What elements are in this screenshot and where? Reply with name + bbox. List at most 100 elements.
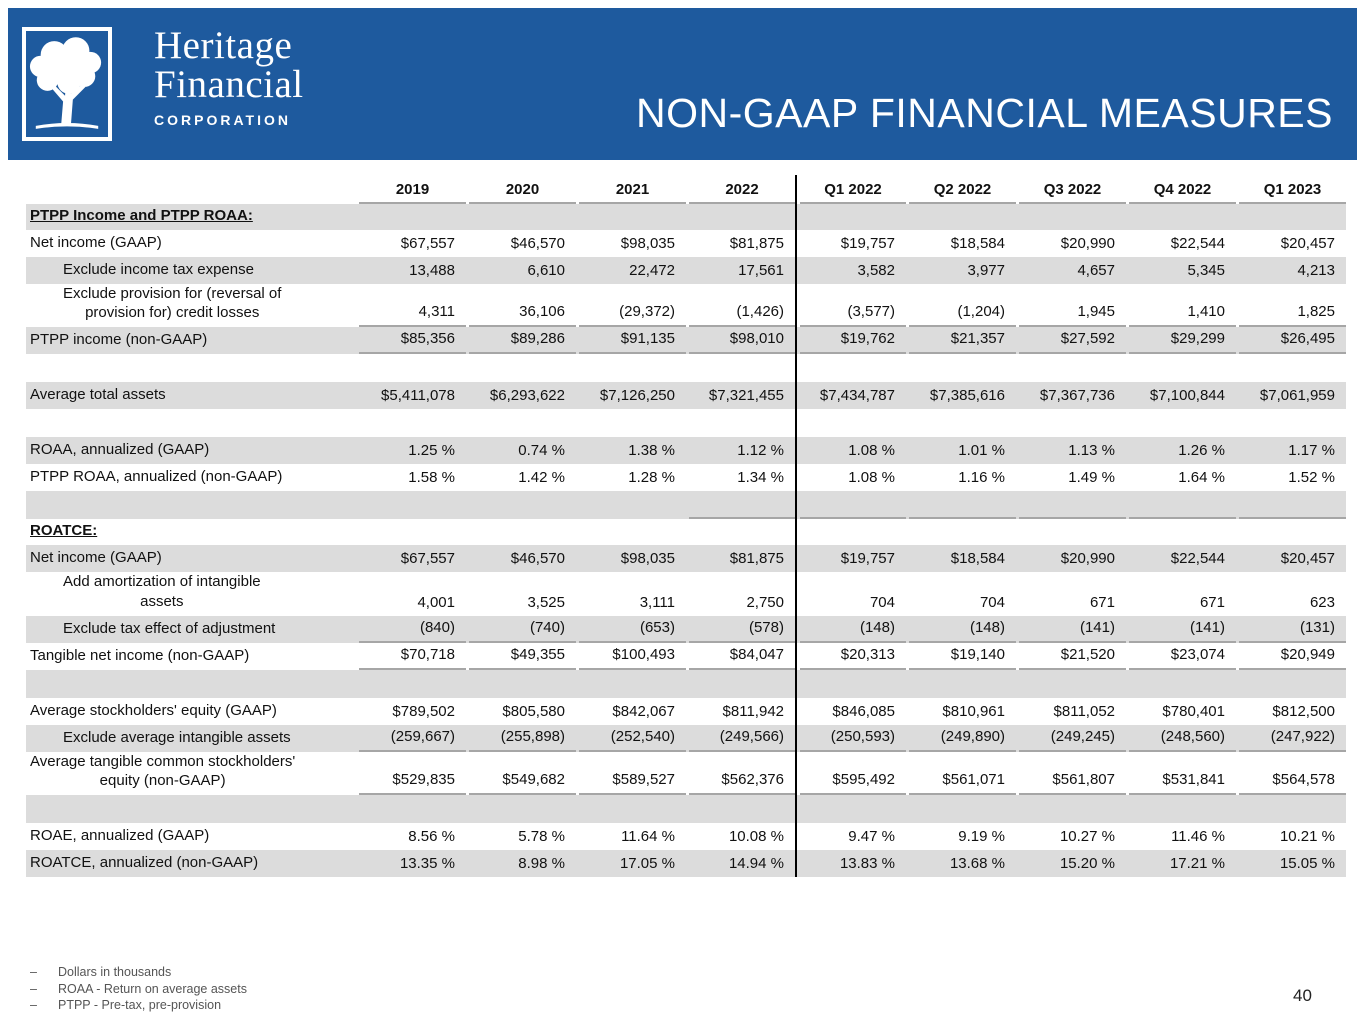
cell-value <box>689 796 795 823</box>
table-cell: $100,493 <box>576 643 686 670</box>
table-cell: $20,949 <box>1236 643 1346 670</box>
cell-value: $84,047 <box>689 646 795 670</box>
cell-value: 1.52 % <box>1288 469 1335 487</box>
cell-value: $81,875 <box>729 550 784 568</box>
cell-value: $98,010 <box>689 330 795 355</box>
table-cell: $20,457 <box>1236 545 1346 572</box>
table-cell: 1,410 <box>1126 284 1236 328</box>
table-cell: 17.21 % <box>1126 850 1236 877</box>
table-cell: 671 <box>1016 572 1126 615</box>
row-label-cell: ROATCE, annualized (non-GAAP) <box>26 850 356 877</box>
row-label-cell: Exclude provision for (reversal of provi… <box>26 284 356 327</box>
cell-value: $100,493 <box>579 646 686 670</box>
cell-value: $7,321,455 <box>708 387 784 405</box>
table-cell <box>576 354 686 382</box>
cell-value: 22,472 <box>629 262 675 279</box>
cell-value: (249,566) <box>689 728 795 752</box>
cell-value: $5,411,078 <box>381 387 455 405</box>
table-cell <box>1126 670 1236 698</box>
table-cell: 1.08 % <box>795 464 906 492</box>
cell-value: $6,293,622 <box>489 387 565 405</box>
cell-value: 1.28 % <box>628 469 675 487</box>
table-cell: 1.01 % <box>906 437 1016 464</box>
table-cell: $29,299 <box>1126 327 1236 355</box>
table-cell: 4,213 <box>1236 257 1346 284</box>
cell-value: 2,750 <box>746 593 784 611</box>
table-cell: $21,520 <box>1016 643 1126 670</box>
table-cell: 13.83 % <box>795 850 906 878</box>
cell-value <box>469 492 576 519</box>
cell-value: (249,245) <box>1019 728 1126 752</box>
cell-value <box>579 410 686 437</box>
row-label-cell: ROATCE: <box>26 519 356 545</box>
table-cell: $85,356 <box>356 327 466 355</box>
cell-value: $811,942 <box>722 702 784 720</box>
brand-line1: Heritage <box>154 24 293 67</box>
cell-value: 9.19 % <box>958 828 1005 846</box>
table-cell: 3,111 <box>576 572 686 615</box>
cell-value: $561,807 <box>1019 771 1126 796</box>
cell-value: $842,067 <box>612 702 675 720</box>
cell-value <box>469 671 576 698</box>
cell-value <box>909 355 1016 382</box>
table-cell <box>906 795 1016 823</box>
table-cell: 13,488 <box>356 257 466 284</box>
cell-value: (141) <box>1019 619 1126 643</box>
cell-value: $19,757 <box>840 235 895 252</box>
table-cell <box>1126 204 1236 230</box>
cell-value: 3,111 <box>639 593 675 611</box>
column-header-empty <box>26 175 356 204</box>
cell-value: 3,977 <box>967 262 1005 279</box>
cell-value: $22,544 <box>1170 550 1225 568</box>
table-cell: $7,434,787 <box>795 382 906 410</box>
table-cell: 4,311 <box>356 284 466 328</box>
cell-value: 1.25 % <box>408 442 455 460</box>
cell-value: 15.20 % <box>1059 855 1115 873</box>
footnote-dash: – <box>30 981 37 996</box>
table-cell <box>1236 409 1346 437</box>
table-cell: 704 <box>906 572 1016 615</box>
table-row: ROAA, annualized (GAAP) 1.25 % 0.74 % 1.38 … <box>26 437 1346 465</box>
cell-value: (1,426) <box>689 303 795 328</box>
section-row: ROATCE: <box>26 519 1346 546</box>
cell-value: 15.05 % <box>1279 855 1335 873</box>
cell-value <box>1019 355 1126 382</box>
cell-value <box>909 796 1016 823</box>
cell-value: $529,835 <box>359 771 466 796</box>
table-cell: $7,321,455 <box>686 382 796 409</box>
cell-value <box>800 796 906 823</box>
table-cell: $21,357 <box>906 327 1016 355</box>
cell-value: 704 <box>869 593 895 611</box>
table-cell <box>1016 795 1126 823</box>
cell-value <box>1019 492 1126 520</box>
cell-value <box>689 671 795 698</box>
cell-value: $7,126,250 <box>599 387 675 405</box>
cell-value: $81,875 <box>729 235 784 252</box>
table-cell: (249,245) <box>1016 725 1126 752</box>
row-label-cell <box>26 354 356 382</box>
cell-value: $20,990 <box>1060 235 1115 252</box>
table-cell: 22,472 <box>576 257 686 284</box>
cell-value: 17.21 % <box>1169 855 1225 873</box>
table-cell: 15.05 % <box>1236 850 1346 877</box>
table-row: Exclude provision for (reversal of provi… <box>26 284 1346 328</box>
cell-value: (255,898) <box>469 728 576 752</box>
table-cell: $842,067 <box>576 698 686 725</box>
table-cell: $18,584 <box>906 230 1016 257</box>
cell-value: 10.08 % <box>728 828 784 846</box>
table-cell <box>1016 670 1126 698</box>
footnotes: – Dollars in thousands – ROAA - Return o… <box>30 964 247 1014</box>
cell-value: 704 <box>979 593 1005 611</box>
cell-value <box>1129 796 1236 823</box>
column-header-label: Q1 2022 <box>800 181 906 204</box>
table-cell: $811,052 <box>1016 698 1126 725</box>
cell-value: (148) <box>800 619 906 643</box>
column-header: 2020 <box>466 175 576 204</box>
table-cell <box>356 491 466 519</box>
row-label-cell <box>26 795 356 823</box>
column-header-label: 2020 <box>469 181 576 204</box>
footnote-text: Dollars in thousands <box>58 965 172 979</box>
cell-value <box>1239 355 1346 382</box>
cell-value: $7,385,616 <box>929 387 1005 405</box>
cell-value: $85,356 <box>359 330 466 355</box>
